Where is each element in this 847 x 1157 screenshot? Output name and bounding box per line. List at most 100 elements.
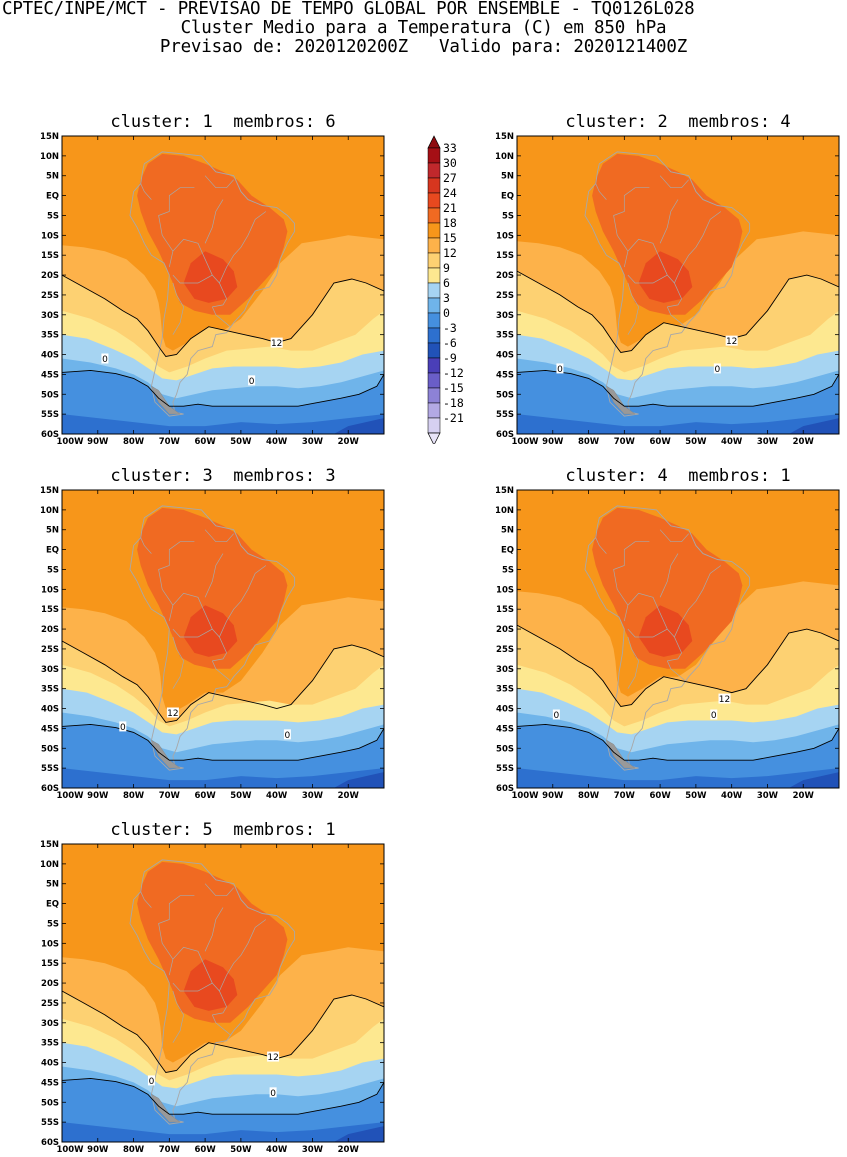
- colorbar-swatch: [427, 357, 441, 374]
- lat-tick-label: 20S: [496, 271, 514, 281]
- lat-tick-label: 60S: [41, 430, 59, 440]
- lon-tick-label: 40W: [721, 437, 743, 447]
- figure-header: CPTEC/INPE/MCT - PREVISAO DE TEMPO GLOBA…: [0, 0, 847, 57]
- colorbar-swatch: [427, 162, 441, 179]
- lat-tick-label: 5S: [47, 211, 59, 221]
- contour-label-0: 0: [270, 1089, 276, 1099]
- lon-tick-label: 100W: [511, 437, 539, 447]
- contour-label-12: 12: [719, 695, 730, 705]
- lat-tick-label: 20S: [496, 625, 514, 635]
- lon-tick-label: 70W: [159, 1145, 181, 1155]
- header-subtitle: Cluster Medio para a Temperatura (C) em …: [180, 18, 667, 38]
- colorbar-label: 30: [443, 156, 457, 170]
- lon-tick-label: 50W: [230, 437, 252, 447]
- lat-tick-label: 55S: [41, 410, 59, 420]
- lat-tick-label: 55S: [41, 764, 59, 774]
- colorbar-swatch: [427, 327, 441, 344]
- header-title: CPTEC/INPE/MCT - PREVISAO DE TEMPO GLOBA…: [2, 0, 695, 19]
- lat-tick-label: 35S: [41, 1039, 59, 1049]
- contour-label-0: 0: [557, 365, 563, 375]
- lat-tick-label: 50S: [41, 390, 59, 400]
- lon-tick-label: 70W: [159, 791, 181, 801]
- panel-title: cluster: 5 membros: 1: [110, 820, 336, 840]
- lat-tick-label: 15N: [495, 486, 514, 496]
- lat-tick-label: 45S: [496, 370, 514, 380]
- lon-tick-label: 90W: [542, 791, 564, 801]
- lat-tick-label: 10N: [40, 506, 59, 516]
- lat-tick-label: 5S: [502, 565, 514, 575]
- lon-tick-label: 40W: [721, 791, 743, 801]
- map-panel-cluster-4: cluster: 4 membros: 1 12 0 0 15N 10N 5N EQ 5S 10…: [455, 466, 840, 801]
- colorbar-label: -21: [443, 411, 464, 425]
- colorbar-label: -15: [443, 381, 464, 395]
- map-svg: 12 0 0 15N 10N 5N EQ 5S 10S 15S 20S 25S 30S 35S 40S 45S…: [40, 840, 385, 1155]
- lon-tick-label: 40W: [266, 1145, 288, 1155]
- colorbar-label: 3: [443, 291, 450, 305]
- colorbar-label: -6: [443, 336, 457, 350]
- lon-tick-label: 100W: [511, 791, 539, 801]
- lon-tick-label: 20W: [793, 437, 815, 447]
- colorbar-cap-high: [427, 135, 441, 149]
- lat-tick-label: 20S: [41, 271, 59, 281]
- lat-tick-label: 50S: [41, 744, 59, 754]
- lon-tick-label: 50W: [230, 791, 252, 801]
- lat-tick-label: 10N: [495, 506, 514, 516]
- colorbar-label: 0: [443, 306, 450, 320]
- lat-tick-label: 25S: [41, 999, 59, 1009]
- lat-tick-label: 25S: [41, 291, 59, 301]
- colorbar-label: 6: [443, 276, 450, 290]
- lon-tick-label: 70W: [614, 791, 636, 801]
- colorbar-label: 27: [443, 171, 457, 185]
- lon-tick-label: 80W: [123, 791, 145, 801]
- lat-tick-label: 20S: [41, 979, 59, 989]
- lon-tick-label: 20W: [793, 791, 815, 801]
- contour-label-12: 12: [267, 1053, 278, 1063]
- lat-tick-label: 25S: [496, 291, 514, 301]
- lat-tick-label: 50S: [496, 744, 514, 754]
- contour-label-0: 0: [149, 1077, 155, 1087]
- colorbar-swatch: [427, 417, 441, 434]
- map-panel-cluster-2: cluster: 2 membros: 4 12 0 0 15N 10N 5N EQ 5S 10…: [455, 112, 840, 447]
- lat-tick-label: 30S: [496, 665, 514, 675]
- lon-tick-label: 80W: [578, 791, 600, 801]
- colorbar-label: 9: [443, 261, 450, 275]
- lat-tick-label: 60S: [41, 784, 59, 794]
- lon-tick-label: 20W: [338, 791, 360, 801]
- contour-label-0: 0: [285, 731, 291, 741]
- lat-tick-label: 5S: [47, 919, 59, 929]
- lon-tick-label: 80W: [578, 437, 600, 447]
- contour-label-12: 12: [271, 339, 282, 349]
- lat-tick-label: 15S: [496, 251, 514, 261]
- lon-tick-label: 90W: [87, 437, 109, 447]
- lon-tick-label: 60W: [195, 437, 217, 447]
- contour-label-0: 0: [120, 723, 126, 733]
- lat-tick-label: 10N: [495, 152, 514, 162]
- colorbar-swatch: [427, 207, 441, 224]
- map-svg: 12 0 0 15N 10N 5N EQ 5S 10S 15S 20S 25S 30S 35S 40S 45S…: [495, 132, 840, 447]
- colorbar-label: 24: [443, 186, 457, 200]
- lat-tick-label: EQ: [46, 900, 59, 910]
- lat-tick-label: 30S: [41, 1019, 59, 1029]
- panel-title: cluster: 2 membros: 4: [565, 112, 791, 132]
- colorbar-swatch: [427, 372, 441, 389]
- colorbar-swatch: [427, 147, 441, 164]
- lat-tick-label: 15N: [495, 132, 514, 142]
- lat-tick-label: 15S: [41, 605, 59, 615]
- lon-tick-label: 80W: [123, 437, 145, 447]
- lat-tick-label: EQ: [46, 192, 59, 202]
- lat-tick-label: 30S: [41, 665, 59, 675]
- lat-tick-label: 40S: [496, 705, 514, 715]
- contour-label-0: 0: [714, 365, 720, 375]
- colorbar-cap-low: [427, 432, 441, 446]
- panel-title: cluster: 3 membros: 3: [110, 466, 336, 486]
- lon-tick-label: 50W: [230, 1145, 252, 1155]
- lon-tick-label: 30W: [757, 437, 779, 447]
- lat-tick-label: 25S: [496, 645, 514, 655]
- lat-tick-label: 60S: [496, 784, 514, 794]
- lat-tick-label: 55S: [41, 1118, 59, 1128]
- colorbar-label: -9: [443, 351, 457, 365]
- lat-tick-label: 10S: [41, 939, 59, 949]
- contour-label-12: 12: [726, 337, 737, 347]
- lon-tick-label: 30W: [302, 791, 324, 801]
- colorbar-swatch: [427, 297, 441, 314]
